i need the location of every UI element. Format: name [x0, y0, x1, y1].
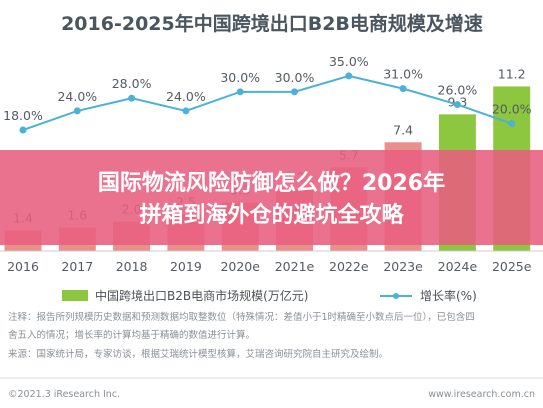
banner-headline-line-2: 拼箱到海外仓的避坑全攻略	[139, 203, 404, 228]
growth-label-2022e: 35.0%	[329, 54, 369, 69]
x-tick-2024e: 2024e	[438, 259, 478, 274]
growth-point-2024e	[453, 101, 461, 109]
x-tick-2022e: 2022e	[329, 259, 369, 274]
x-tick-2025e: 2025e	[492, 259, 532, 274]
growth-point-2018	[128, 94, 136, 102]
growth-label-2017: 24.0%	[57, 89, 97, 104]
bar-label-2025e: 11.2	[498, 66, 526, 81]
note-line-2: 舍五入的情况；增长率的计算均基于精确的数值进行计算。	[8, 329, 255, 341]
x-tick-2020e: 2020e	[220, 259, 260, 274]
x-tick-2021e: 2021e	[275, 259, 315, 274]
banner-headline[interactable]: 国际物流风险防御怎么做？2026年 拼箱到海外仓的避坑全攻略	[0, 168, 543, 232]
growth-label-2024e: 26.0%	[438, 83, 478, 98]
growth-point-2019	[182, 107, 190, 115]
growth-label-2020e: 30.0%	[220, 70, 260, 85]
growth-point-2025e	[508, 120, 516, 128]
chart-title: 2016-2025年中国跨境出口B2B电商规模及增速	[61, 12, 483, 35]
growth-label-2025e: 20.0%	[492, 102, 532, 117]
growth-rate-labels: 18.0% 24.0% 28.0% 24.0% 30.0% 30.0% 35.0% 31.0%…	[3, 54, 532, 123]
overlay-banner	[0, 150, 543, 245]
legend-line-label: 增长率(%)	[420, 288, 477, 303]
note-line-1: 注释：报告所列规模历史数据和预测数据均取整数位（特殊情况：差值小于1时精确至小数…	[8, 311, 475, 323]
x-axis-tick-labels: 2016 2017 2018 2019 2020e 2021e 2022e 2023e 2024…	[7, 259, 532, 274]
legend-bar-label: 中国跨境出口B2B电商市场规模(万亿元)	[95, 288, 308, 303]
note-source: 来源：国家统计局，专家访谈，根据艾瑞统计模型核算，艾瑞咨询研究院自主研究及绘制。	[8, 348, 388, 360]
growth-point-2022e	[345, 72, 353, 80]
growth-rate-line	[22, 74, 513, 131]
growth-point-2021e	[291, 88, 298, 96]
growth-label-2023e: 31.0%	[383, 67, 423, 82]
growth-point-2020e	[236, 88, 244, 96]
growth-label-2019: 24.0%	[166, 89, 206, 104]
bar-label-2023e: 7.4	[393, 122, 413, 137]
growth-point-2017	[73, 107, 81, 115]
legend-line-marker	[393, 293, 399, 299]
x-tick-2019: 2019	[170, 259, 202, 274]
growth-label-2021e: 30.0%	[275, 70, 315, 85]
footer-website: www.iresearch.com.cn	[428, 389, 535, 400]
banner-headline-line-1: 国际物流风险防御怎么做？2026年	[97, 171, 446, 196]
x-tick-2016: 2016	[7, 259, 39, 274]
legend-bar-swatch	[62, 290, 88, 301]
growth-rate-markers	[19, 72, 516, 134]
growth-label-2018: 28.0%	[112, 76, 152, 91]
growth-point-2016	[19, 126, 27, 134]
growth-point-2023e	[399, 85, 407, 93]
footer-copyright: ©2021.3 iResearch Inc.	[8, 389, 120, 400]
x-tick-2018: 2018	[116, 259, 148, 274]
growth-label-2016: 18.0%	[3, 108, 43, 123]
x-tick-2023e: 2023e	[383, 259, 423, 274]
x-tick-2017: 2017	[61, 259, 93, 274]
